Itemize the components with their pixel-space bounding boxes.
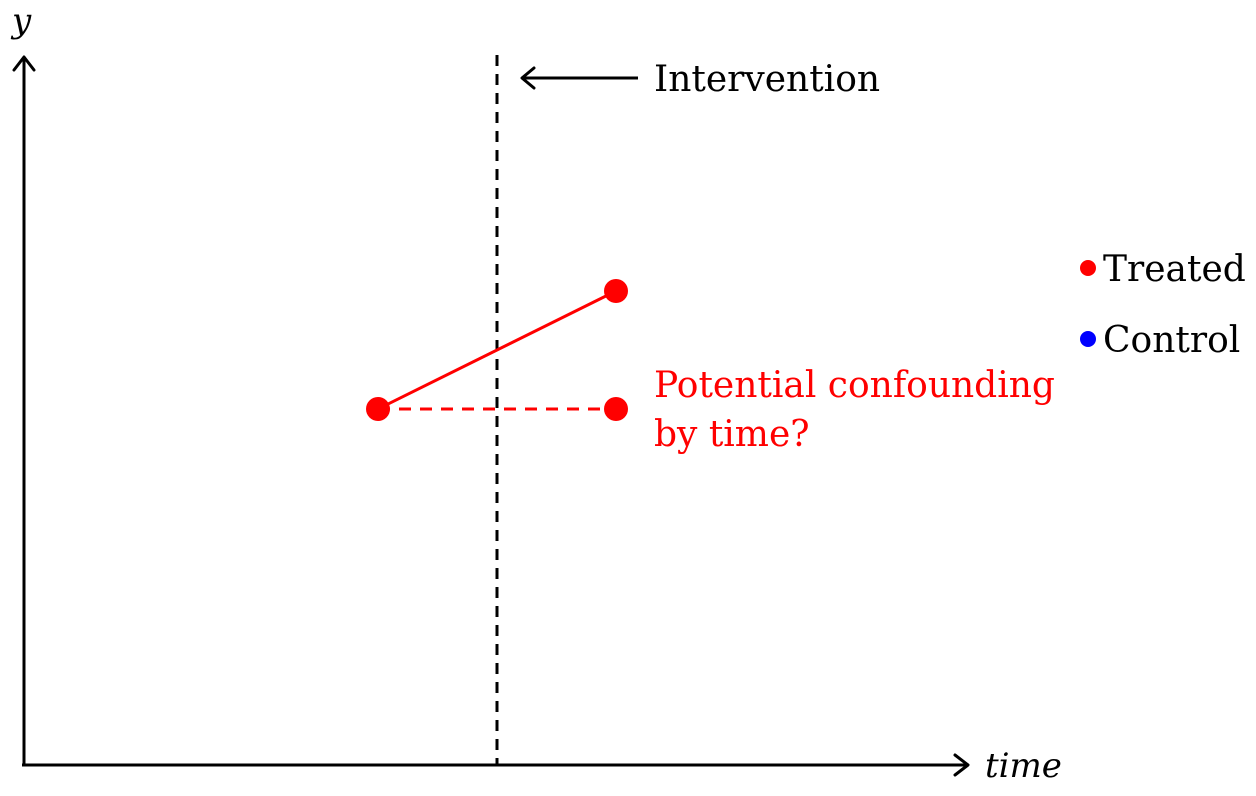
confounding-note-line1: Potential confounding xyxy=(654,365,1055,406)
intervention-arrowhead xyxy=(520,66,536,90)
y-axis-arrowhead xyxy=(12,55,36,72)
treated-pre-point xyxy=(366,397,390,421)
legend-control-label: Control xyxy=(1103,320,1240,361)
x-axis-label: time xyxy=(985,746,1062,786)
treated-trend-line xyxy=(377,289,617,411)
treated-post-point xyxy=(604,279,628,303)
confounding-note-line2: by time? xyxy=(654,414,810,455)
y-axis-label: y xyxy=(10,1,32,41)
legend-treated-marker xyxy=(1080,260,1096,276)
legend-control-marker xyxy=(1080,331,1096,347)
legend-treated-label: Treated xyxy=(1103,249,1246,290)
x-axis-arrowhead xyxy=(953,753,970,777)
counterfactual-post-point xyxy=(604,397,628,421)
intervention-label: Intervention xyxy=(654,59,880,100)
